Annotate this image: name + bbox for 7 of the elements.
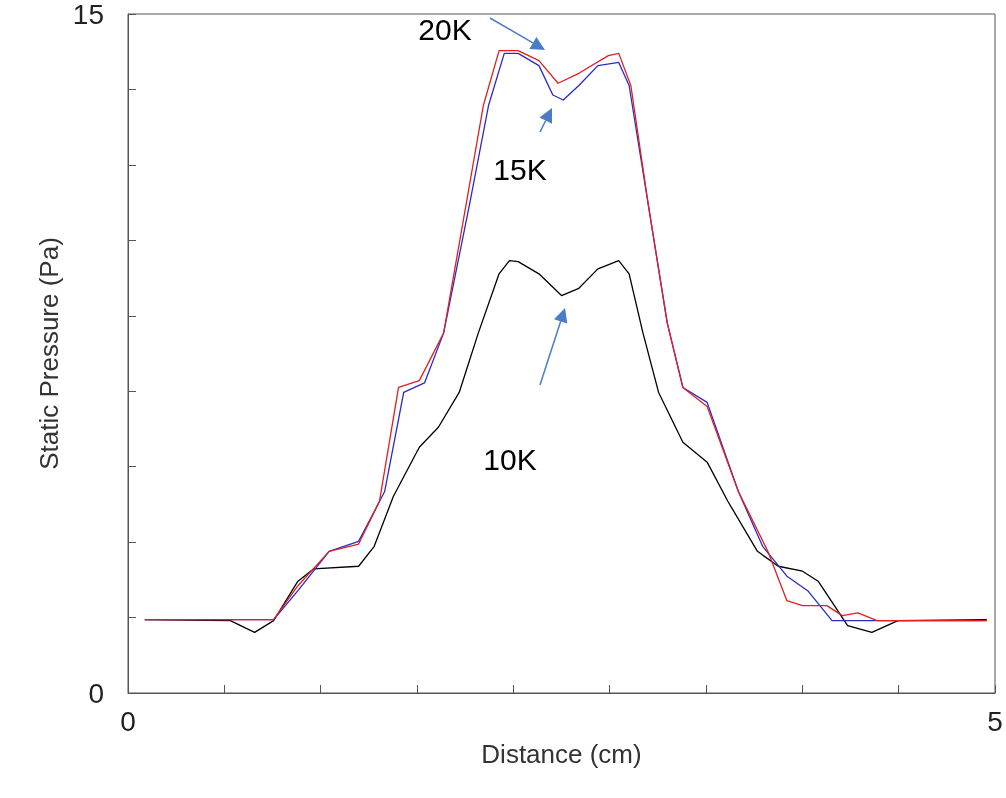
annotation: 20K [418,13,472,47]
y-axis-title: Static Pressure (Pa) [33,237,64,470]
x-axis-title: Distance (cm) [481,739,642,769]
y-tick-label: 15 [72,0,104,30]
annotation: 15K [493,153,547,187]
annotation: 10K [483,443,537,477]
x-tick-label: 5 [987,705,1003,737]
